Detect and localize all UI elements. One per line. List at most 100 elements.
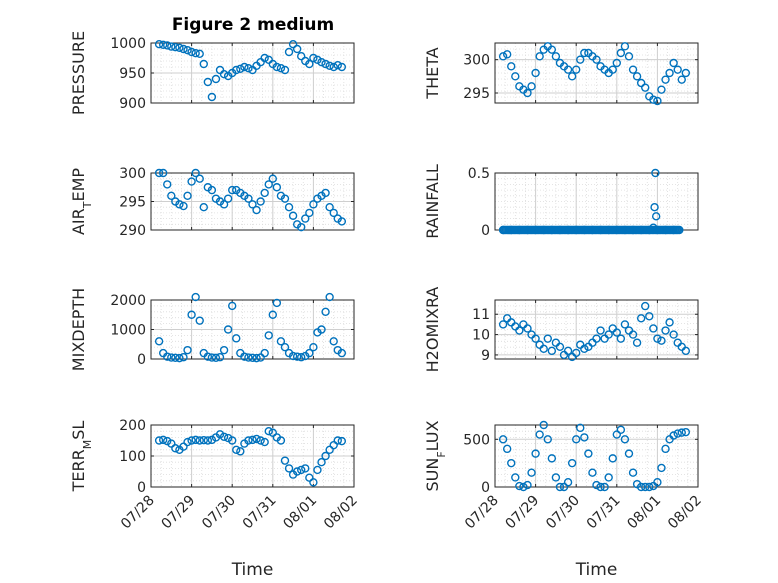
data-point (280, 194, 290, 203)
data-point (272, 183, 282, 192)
y-tick-label: 0.5 (468, 166, 490, 182)
data-point (199, 435, 208, 445)
data-point (171, 353, 180, 363)
data-point (527, 82, 536, 91)
data-point (187, 47, 196, 57)
data-point (498, 435, 508, 444)
data-point (276, 63, 286, 73)
data-point (232, 65, 241, 75)
data-point (154, 337, 164, 346)
data-point (645, 312, 654, 321)
data-point (321, 451, 330, 461)
data-point (673, 65, 682, 74)
data-point (313, 55, 322, 64)
y-tick-label: 950 (119, 66, 146, 82)
data-point (596, 482, 605, 492)
data-point (592, 55, 601, 64)
data-point (580, 433, 589, 442)
y-tick-label: 300 (463, 53, 490, 69)
data-point (236, 447, 245, 456)
data-point (511, 473, 520, 482)
y-axis-label-subscript: T (81, 201, 94, 209)
data-point (219, 69, 229, 79)
data-point (612, 58, 621, 68)
data-point (616, 425, 626, 434)
data-point (313, 465, 322, 475)
data-point (650, 202, 659, 212)
data-point (167, 439, 176, 448)
data-point (543, 435, 552, 444)
data-point (543, 334, 552, 343)
data-point (256, 197, 265, 206)
data-point (317, 325, 326, 334)
figure-title: Figure 2 medium (172, 15, 334, 35)
data-point (535, 430, 544, 439)
data-point (523, 324, 532, 333)
subplot-mixdepth: 0 1000 2000 MIXDEPTH (69, 288, 355, 371)
data-point (592, 334, 601, 343)
data-point (191, 49, 200, 58)
y-axis-label-subscript: F (435, 451, 448, 457)
data-point (272, 62, 282, 72)
data-point (547, 45, 557, 54)
data-point (183, 191, 192, 201)
data-point (232, 334, 241, 343)
data-point (572, 435, 581, 444)
data-point (288, 40, 298, 49)
data-point (669, 431, 678, 440)
data-point (559, 482, 569, 492)
data-point (653, 334, 662, 343)
data-point (657, 336, 666, 345)
data-point (284, 202, 294, 212)
data-point (219, 432, 229, 441)
data-point (576, 55, 585, 64)
data-point (620, 42, 630, 51)
data-point (309, 478, 318, 487)
data-point (264, 427, 273, 436)
data-point (167, 42, 176, 51)
y-axis-label: THETA (423, 47, 442, 99)
data-point (563, 478, 573, 487)
data-point (669, 330, 678, 339)
data-point (628, 330, 638, 339)
data-point (227, 185, 237, 195)
data-point (681, 427, 691, 437)
subplot-pressure: 900 950 1000 PRESSURE (69, 31, 355, 115)
y-tick-label: 300 (119, 166, 146, 182)
y-tick-label: 0 (481, 480, 490, 496)
data-point (531, 68, 540, 78)
subplot-theta: 295 300 THETA (423, 42, 699, 106)
data-point (337, 348, 347, 358)
data-point (572, 65, 581, 74)
data-point (325, 292, 334, 302)
subplot-rainfall: 0 0.5 RAINFALL (423, 164, 699, 239)
axes-box (494, 299, 699, 360)
data-point (232, 445, 241, 454)
data-point (641, 83, 650, 92)
data-point (288, 211, 298, 220)
data-point (179, 353, 188, 362)
data-point (280, 343, 290, 352)
data-point (183, 345, 192, 355)
data-point (175, 353, 184, 363)
series-markers (498, 168, 684, 235)
data-point (539, 344, 548, 354)
data-point (276, 436, 286, 445)
data-point (535, 52, 544, 61)
data-point (325, 61, 334, 71)
data-point (661, 444, 670, 454)
data-point (567, 72, 577, 81)
data-point (317, 58, 326, 67)
data-point (588, 468, 597, 477)
data-point (284, 464, 294, 473)
data-point (612, 328, 621, 337)
data-point (531, 334, 540, 343)
data-point (675, 225, 684, 235)
data-point (580, 344, 589, 354)
data-point (203, 77, 213, 87)
data-point (191, 168, 200, 178)
data-point (248, 353, 257, 363)
data-point (154, 168, 164, 178)
y-tick-label: 11 (472, 307, 490, 323)
